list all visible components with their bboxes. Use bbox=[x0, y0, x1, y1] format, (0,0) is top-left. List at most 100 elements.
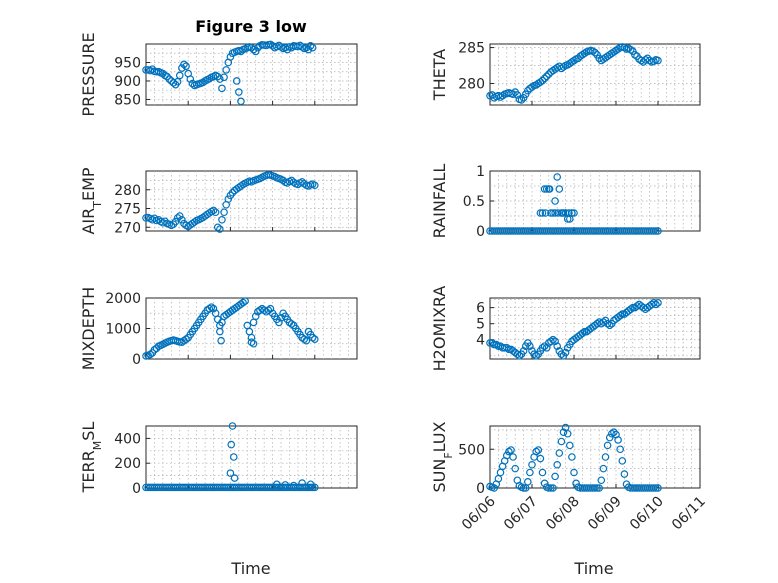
panel-0-data-point bbox=[308, 43, 317, 52]
panel-5: 456 H2OMIXRA bbox=[430, 286, 701, 371]
panel-2-data-point bbox=[218, 215, 226, 224]
panel-7-data-point bbox=[534, 446, 543, 454]
panel-1-data-point bbox=[570, 56, 578, 65]
panel-4-ylabel: MIXDEPTH bbox=[79, 287, 98, 370]
panel-1-data-point bbox=[631, 50, 639, 59]
panel-7-data-point bbox=[572, 479, 580, 488]
panel-7-data-point bbox=[551, 472, 559, 481]
panel-0-data-point bbox=[298, 43, 306, 51]
panel-7-data-point bbox=[591, 484, 599, 492]
panel-7-data-point bbox=[601, 453, 610, 461]
panel-4-data-point bbox=[146, 350, 155, 359]
panel-7-data-point bbox=[570, 468, 578, 477]
panel-4-data-point bbox=[217, 336, 225, 345]
panel-7-data-point bbox=[610, 428, 618, 437]
panel-5-data-point bbox=[561, 348, 570, 357]
panel-1-ytick-label: 280 bbox=[458, 76, 485, 92]
panel-0-data-point bbox=[165, 75, 174, 83]
panel-3-ytick-label: 0 bbox=[476, 224, 485, 240]
panel-4-data-point bbox=[310, 335, 319, 343]
panel-7-ytick-label: 500 bbox=[458, 442, 485, 458]
panel-1-ytick-label: 285 bbox=[458, 41, 485, 57]
panel-7-data-point bbox=[532, 447, 541, 456]
panel-1-data-point bbox=[626, 45, 635, 54]
panel-2-ylabel: AIRTEMP bbox=[79, 167, 104, 234]
panel-1-data-point bbox=[509, 90, 517, 99]
panel-2-ytick-label: 275 bbox=[114, 202, 141, 218]
panel-2-data-point bbox=[150, 214, 159, 223]
panel-6-data-point bbox=[229, 453, 238, 461]
panel-1-data-point bbox=[498, 91, 507, 100]
panel-7-data-point bbox=[526, 468, 534, 477]
panel-3-ytick-label: 1 bbox=[476, 164, 485, 180]
panel-1-data-point bbox=[540, 74, 549, 83]
panel-7-data-point bbox=[509, 453, 517, 461]
panel-7-data-point bbox=[538, 468, 547, 477]
panel-0-data-point bbox=[205, 74, 214, 83]
panel-7-data-point bbox=[605, 433, 614, 442]
panel-5-data-point bbox=[618, 310, 627, 318]
panel-5-data-point bbox=[578, 329, 587, 338]
panel-4-ytick-label: 0 bbox=[132, 352, 141, 368]
panel-3-data-point bbox=[551, 209, 559, 217]
panel-5-data-point bbox=[553, 342, 562, 350]
time-xlabel-right: Time bbox=[573, 559, 613, 578]
panel-0-data-point bbox=[216, 75, 224, 83]
panel-3-data-point bbox=[649, 227, 658, 235]
panel-3-ylabel: RAINFALL bbox=[430, 164, 449, 239]
panel-7-data-point bbox=[603, 441, 612, 450]
panel-5-data-point bbox=[551, 337, 559, 346]
panel-1: 280 285 THETA bbox=[430, 41, 701, 106]
panel-0-data-point bbox=[237, 97, 245, 106]
panel-7-data-point bbox=[565, 441, 574, 450]
figure-title: Figure 3 low bbox=[195, 17, 307, 36]
panel-7-data-point bbox=[595, 484, 604, 492]
panel-5-data-point bbox=[492, 340, 501, 349]
panel-0-data-point bbox=[249, 45, 258, 54]
panel-7-data-point bbox=[620, 470, 629, 478]
panel-5-data-point bbox=[538, 343, 547, 352]
panel-6: 0 200 400 TERRMSL bbox=[79, 422, 358, 497]
panel-3-data-point bbox=[553, 173, 562, 181]
panel-5-data-point bbox=[605, 321, 614, 330]
panel-5-data-point bbox=[526, 342, 534, 350]
panel-5-data-point bbox=[626, 305, 635, 314]
panel-2-data-point bbox=[211, 208, 220, 217]
panel-2-ytick-label: 280 bbox=[114, 183, 141, 199]
panel-6-data-point bbox=[298, 479, 306, 487]
panel-0-data-point bbox=[304, 45, 313, 54]
panel-7-data-point bbox=[563, 429, 572, 438]
panel-4-data-point bbox=[308, 333, 317, 342]
panel-7-data-point bbox=[568, 453, 576, 461]
panel-7-data-point bbox=[515, 481, 524, 490]
panel-4-data-point bbox=[241, 297, 249, 305]
panel-0-data-point bbox=[169, 79, 178, 87]
panel-5-data-point bbox=[519, 347, 528, 355]
panel-1-data-point bbox=[591, 48, 599, 57]
panel-5-data-point bbox=[542, 343, 551, 352]
panel-7-data-point bbox=[547, 484, 555, 492]
panel-3-ytick-label: 0.5 bbox=[463, 194, 485, 210]
panel-3: 0 0.5 1 RAINFALL bbox=[430, 164, 701, 240]
panel-1-data-point bbox=[580, 49, 589, 58]
panel-3-data-point bbox=[568, 209, 576, 217]
panel-0-data-point bbox=[186, 75, 195, 83]
panel-5-data-point bbox=[580, 327, 589, 336]
panel-4-data-point bbox=[287, 320, 296, 328]
panel-4-data-point bbox=[302, 336, 311, 345]
panel-6-data-point bbox=[230, 474, 239, 482]
panel-3-data-point bbox=[536, 209, 545, 217]
panel-6-data-point bbox=[227, 440, 236, 449]
panel-5-data-point bbox=[652, 300, 660, 309]
time-xlabel-left: Time bbox=[230, 559, 270, 578]
panel-1-data-point bbox=[559, 63, 568, 71]
panel-0-data-point bbox=[182, 62, 190, 70]
panel-5-data-point bbox=[628, 303, 637, 312]
panel-3-data-point bbox=[540, 185, 549, 193]
panel-1-data-point bbox=[654, 56, 662, 65]
panel-4-data-point bbox=[239, 298, 247, 307]
panel-4-data-point bbox=[182, 335, 190, 343]
panel-4-data-point bbox=[216, 327, 224, 336]
panel-5-data-point bbox=[547, 337, 555, 346]
